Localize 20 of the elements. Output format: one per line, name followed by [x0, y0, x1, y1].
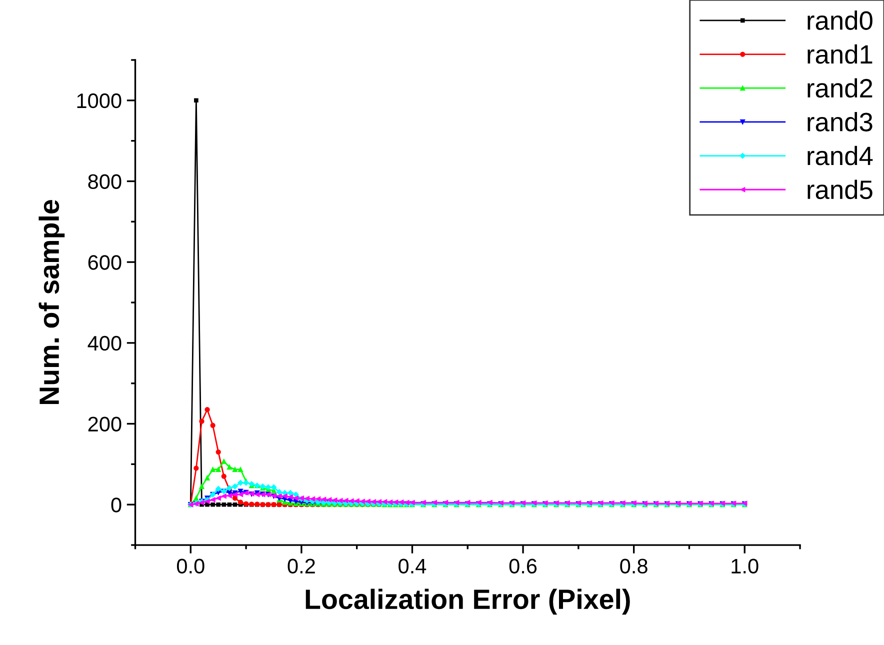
legend-label: rand5 — [808, 180, 872, 200]
legend-label: rand4 — [808, 146, 873, 166]
x-tick-label: 0.6 — [509, 558, 537, 574]
y-tick-label: 400 — [88, 336, 122, 351]
y-axis-title: Num. of sample — [38, 200, 65, 404]
y-tick-label: 600 — [88, 255, 122, 270]
y-tick-label: 1000 — [77, 93, 122, 108]
y-tick-label: 200 — [88, 416, 122, 432]
legend-label: rand0 — [808, 10, 872, 30]
legend-label: rand2 — [808, 78, 872, 98]
x-tick-label: 0.8 — [620, 558, 648, 574]
x-tick-label: 0.0 — [176, 558, 204, 574]
y-tick-label: 0 — [111, 498, 122, 512]
legend-label: rand3 — [808, 112, 872, 132]
y-tick-label: 800 — [88, 174, 122, 189]
legend-label: rand1 — [808, 44, 872, 64]
x-tick-label: 0.2 — [288, 558, 315, 574]
x-axis-title: Localization Error (Pixel) — [306, 588, 630, 615]
x-tick-label: 1.0 — [732, 558, 758, 574]
x-tick-label: 0.4 — [398, 558, 426, 574]
